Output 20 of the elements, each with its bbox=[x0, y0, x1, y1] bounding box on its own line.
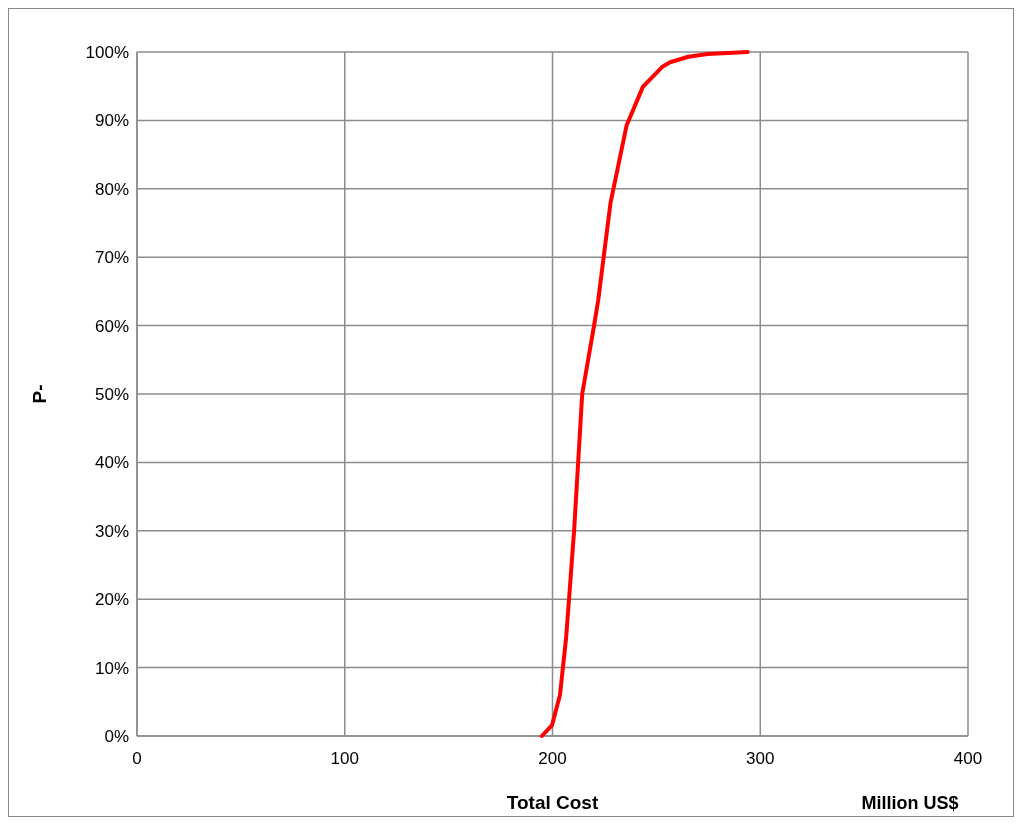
y-tick-label: 0% bbox=[104, 726, 129, 746]
y-tick-label: 80% bbox=[94, 179, 129, 199]
x-tick-label: 400 bbox=[953, 749, 983, 768]
y-tick-label: 50% bbox=[94, 384, 129, 404]
text: Million US$ bbox=[861, 793, 959, 813]
line-series bbox=[539, 50, 750, 738]
y-tick-label: 10% bbox=[94, 658, 129, 678]
y-tick-label: 60% bbox=[94, 316, 129, 336]
y-tick-label: 40% bbox=[94, 453, 129, 473]
x-tick-label: 0 bbox=[132, 749, 142, 768]
y-tick-label: 70% bbox=[94, 248, 129, 268]
x-tick-label: 300 bbox=[746, 749, 775, 768]
y-tick-label: 30% bbox=[94, 521, 129, 541]
x-tick-label: 200 bbox=[538, 749, 567, 768]
x-axis-title: Total Cost bbox=[506, 792, 599, 813]
y-tick-label: 90% bbox=[94, 111, 129, 131]
x-tick-label: 100 bbox=[330, 749, 359, 768]
y-tick-label: 20% bbox=[94, 590, 129, 610]
y-tick-label: 100% bbox=[85, 42, 129, 62]
y-axis-title: P- bbox=[29, 384, 50, 404]
